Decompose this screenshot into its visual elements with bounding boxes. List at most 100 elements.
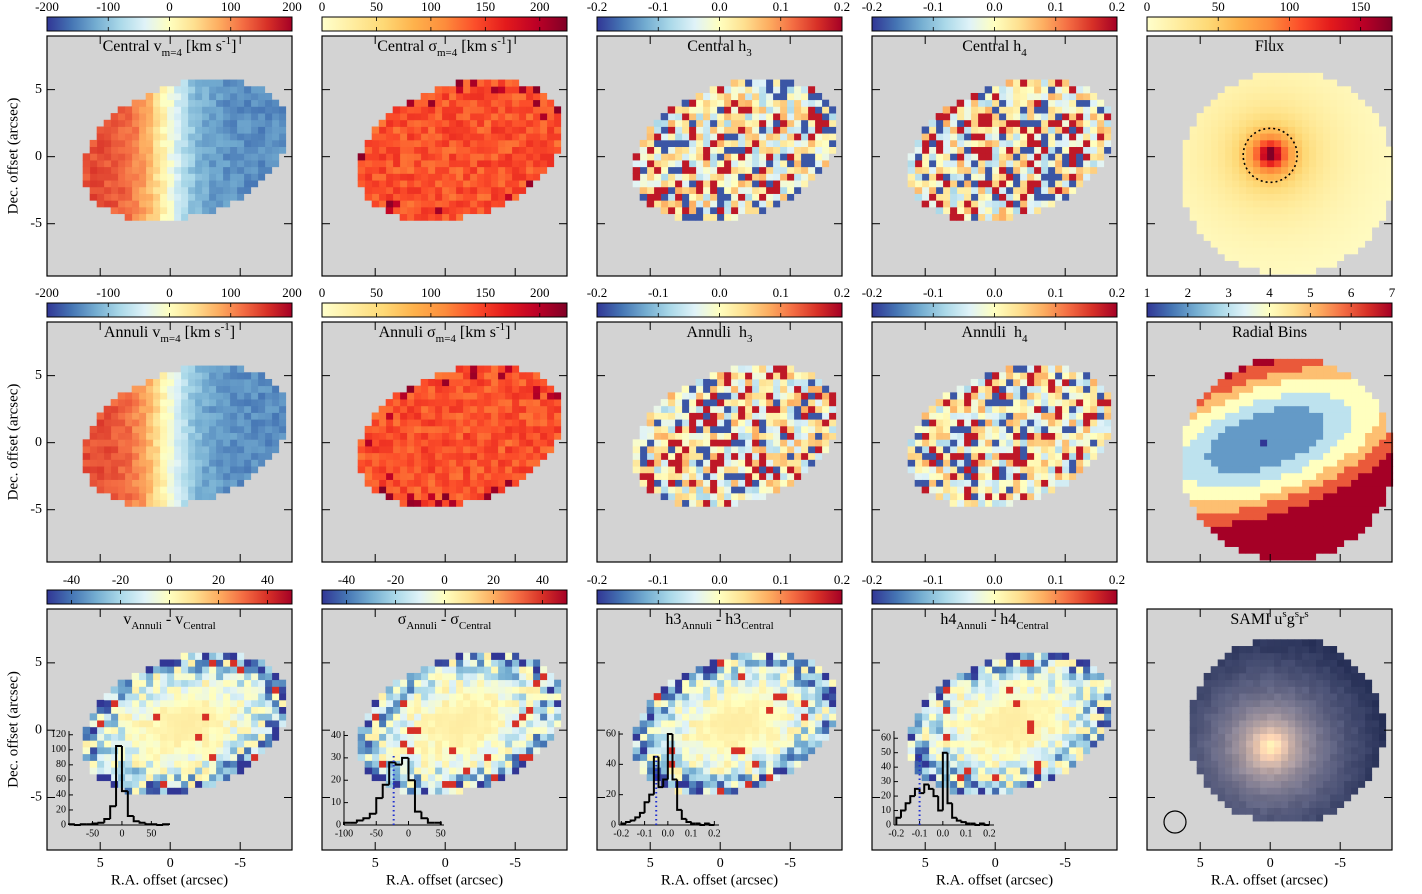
map-pixel — [702, 492, 711, 501]
map-pixel — [180, 146, 189, 154]
map-pixel — [1259, 139, 1268, 148]
map-pixel — [660, 173, 669, 181]
y-tick-label: -5 — [30, 502, 42, 517]
map-pixel — [145, 193, 154, 201]
map-pixel — [1301, 173, 1310, 181]
map-pixel — [180, 446, 189, 454]
map-pixel — [504, 113, 513, 121]
map-pixel — [646, 486, 655, 494]
map-pixel — [737, 166, 746, 174]
map-pixel — [229, 160, 238, 168]
map-pixel — [208, 439, 217, 447]
map-pixel — [1012, 200, 1021, 208]
map-pixel — [455, 372, 464, 380]
map-pixel — [1329, 113, 1338, 121]
map-pixel — [1322, 412, 1331, 420]
map-pixel — [942, 432, 951, 440]
map-pixel — [765, 452, 774, 460]
map-pixel — [208, 446, 217, 454]
map-pixel — [1019, 200, 1028, 208]
map-pixel — [1245, 153, 1254, 161]
map-pixel — [413, 106, 422, 114]
map-pixel — [1252, 153, 1261, 161]
map-pixel — [264, 446, 273, 454]
map-pixel — [984, 405, 993, 413]
map-pixel — [1068, 86, 1077, 94]
map-pixel — [1252, 79, 1261, 87]
map-pixel — [1224, 119, 1233, 127]
map-pixel — [991, 446, 1000, 454]
map-pixel — [399, 499, 408, 507]
map-pixel — [1082, 405, 1091, 413]
map-pixel — [553, 133, 562, 141]
map-pixel — [89, 180, 98, 188]
map-pixel — [1238, 200, 1247, 208]
map-pixel — [702, 193, 711, 201]
map-pixel — [110, 439, 119, 447]
map-pixel — [737, 446, 746, 454]
map-pixel — [1308, 227, 1317, 235]
map-pixel — [793, 119, 802, 127]
map-pixel — [977, 378, 986, 387]
map-pixel — [1026, 472, 1035, 480]
colorbar-tick-label: 0 — [166, 0, 173, 14]
map-pixel — [1371, 479, 1380, 487]
map-pixel — [1364, 193, 1373, 201]
map-pixel — [807, 146, 816, 154]
map-pixel — [455, 439, 464, 447]
map-pixel — [674, 472, 683, 480]
map-pixel — [828, 392, 837, 400]
map-pixel — [970, 133, 979, 141]
map-pixel — [1336, 479, 1345, 487]
map-pixel — [145, 405, 154, 413]
map-pixel — [1224, 193, 1233, 201]
map-pixel — [236, 153, 245, 161]
map-pixel — [138, 446, 147, 454]
map-pixel — [110, 425, 119, 434]
map-pixel — [1266, 227, 1275, 235]
map-pixel — [1217, 92, 1226, 101]
map-pixel — [928, 146, 937, 154]
map-pixel — [117, 200, 126, 208]
map-pixel — [1287, 186, 1296, 194]
map-pixel — [399, 405, 408, 413]
map-pixel — [1054, 180, 1063, 188]
map-pixel — [131, 193, 140, 201]
map-pixel — [271, 419, 280, 427]
map-pixel — [1224, 206, 1233, 215]
map-pixel — [1245, 119, 1254, 127]
map-pixel — [1329, 432, 1338, 440]
map-pixel — [956, 479, 965, 487]
map-pixel — [271, 133, 280, 141]
map-pixel — [1343, 419, 1352, 427]
map-pixel — [681, 452, 690, 460]
map-pixel — [765, 180, 774, 188]
map-pixel — [1357, 425, 1366, 434]
map-pixel — [173, 119, 182, 127]
map-pixel — [1329, 227, 1338, 235]
map-pixel — [765, 86, 774, 94]
map-pixel — [159, 385, 168, 393]
map-pixel — [413, 446, 422, 454]
map-pixel — [166, 119, 175, 127]
map-pixel — [695, 392, 704, 400]
map-pixel — [462, 92, 471, 101]
map-pixel — [1350, 533, 1359, 541]
map-pixel — [793, 459, 802, 467]
map-pixel — [1350, 213, 1359, 221]
map-pixel — [1047, 452, 1056, 460]
map-pixel — [278, 405, 287, 413]
map-pixel — [730, 180, 739, 188]
map-pixel — [963, 126, 972, 134]
map-pixel — [723, 153, 732, 161]
map-pixel — [406, 206, 415, 215]
map-pixel — [1308, 126, 1317, 134]
map-pixel — [977, 479, 986, 487]
map-pixel — [702, 412, 711, 420]
map-pixel — [956, 412, 965, 420]
map-pixel — [152, 213, 161, 221]
map-pixel — [1385, 160, 1394, 168]
map-pixel — [250, 412, 259, 420]
map-pixel — [201, 439, 210, 447]
map-pixel — [1033, 160, 1042, 168]
